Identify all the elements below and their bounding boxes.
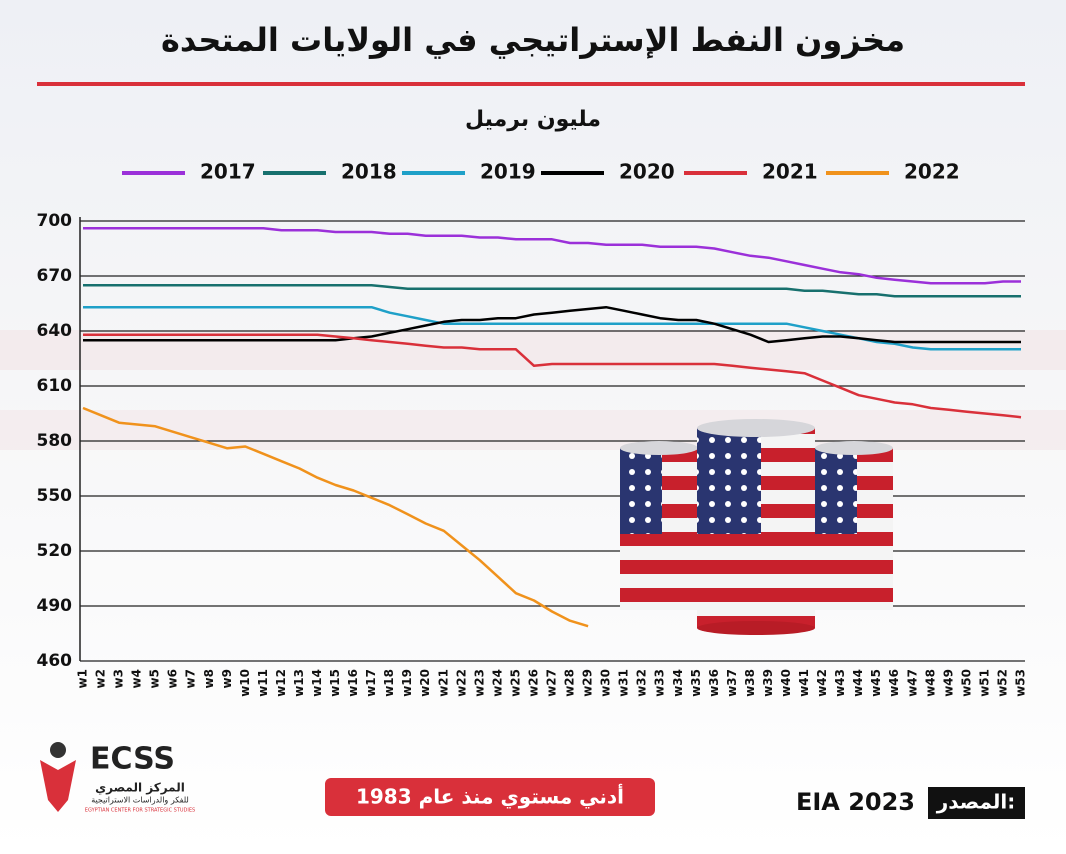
x-tick-label: w19 xyxy=(400,669,414,697)
x-tick-label: w45 xyxy=(869,669,883,697)
x-tick-label: w6 xyxy=(166,669,180,688)
source-label: المصدر: xyxy=(936,790,1016,814)
x-tick-label: w24 xyxy=(490,669,504,697)
annotation: أدني مستوي منذ عام 1983 xyxy=(356,783,624,810)
x-tick-label: w5 xyxy=(148,669,162,688)
x-tick-label: w3 xyxy=(112,669,126,688)
series-line xyxy=(83,305,1021,344)
y-tick-label: 610 xyxy=(37,376,73,396)
x-tick-label: w37 xyxy=(725,669,739,697)
chart-title: مخزون النفط الإستراتيجي في الولايات المت… xyxy=(161,21,905,59)
logo-arabic-sub: للفكر والدراسات الاستراتيجية xyxy=(91,796,189,805)
x-tick-label: w8 xyxy=(202,669,216,688)
x-tick-label: w15 xyxy=(328,669,342,697)
x-tick-label: w11 xyxy=(256,669,270,697)
x-tick-label: w27 xyxy=(545,669,559,697)
x-tick-label: w25 xyxy=(508,669,522,697)
x-tick-label: w12 xyxy=(274,669,288,697)
y-tick-label: 670 xyxy=(37,266,73,286)
x-tick-label: w52 xyxy=(995,669,1009,697)
logo: ECSS المركز المصري للفكر والدراسات الاست… xyxy=(40,742,195,814)
x-tick-label: w51 xyxy=(977,669,991,697)
legend-label: 2020 xyxy=(619,160,675,184)
x-tick-label: w29 xyxy=(581,669,595,697)
y-tick-label: 550 xyxy=(37,486,73,506)
y-tick-label: 640 xyxy=(37,321,73,341)
x-tick-label: w9 xyxy=(220,669,234,688)
x-tick-label: w4 xyxy=(130,669,144,688)
x-tick-label: w23 xyxy=(472,669,486,697)
x-tick-label: w43 xyxy=(833,669,847,697)
x-tick-label: w49 xyxy=(941,669,955,697)
x-tick-label: w40 xyxy=(779,669,793,697)
title-rule xyxy=(37,82,1025,86)
x-tick-label: w44 xyxy=(851,669,865,697)
x-tick-label: w36 xyxy=(707,669,721,697)
barrels xyxy=(620,419,893,635)
flag-stripe xyxy=(0,410,1066,450)
x-tick-label: w47 xyxy=(905,669,919,697)
x-tick-label: w50 xyxy=(959,669,973,697)
legend-label: 2019 xyxy=(480,160,536,184)
x-tick-label: w42 xyxy=(815,669,829,697)
x-tick-label: w22 xyxy=(454,669,468,697)
x-tick-label: w48 xyxy=(923,669,937,697)
x-tick-label: w16 xyxy=(346,669,360,697)
x-tick-label: w1 xyxy=(76,669,90,688)
barrel xyxy=(815,441,893,610)
series-line xyxy=(83,227,1021,285)
x-tick-label: w34 xyxy=(671,669,685,697)
series-line xyxy=(83,283,1021,298)
legend-label: 2021 xyxy=(762,160,818,184)
x-tick-label: w26 xyxy=(526,669,540,697)
x-tick-label: w7 xyxy=(184,669,198,688)
logo-arabic: المركز المصري xyxy=(95,781,185,795)
x-tick-label: w2 xyxy=(94,669,108,688)
legend-label: 2022 xyxy=(904,160,960,184)
legend-label: 2017 xyxy=(200,160,256,184)
logo-name: ECSS xyxy=(90,742,175,777)
legend-label: 2018 xyxy=(341,160,397,184)
x-tick-label: w20 xyxy=(418,669,432,697)
x-tick-label: w30 xyxy=(599,669,613,697)
y-tick-label: 490 xyxy=(37,596,73,616)
series-line xyxy=(82,406,589,628)
x-tick-label: w28 xyxy=(563,669,577,697)
x-tick-label: w41 xyxy=(797,669,811,697)
series-line xyxy=(83,333,1022,419)
x-tick-label: w39 xyxy=(761,669,775,697)
barrel xyxy=(697,419,815,635)
x-tick-label: w32 xyxy=(635,669,649,697)
y-tick-label: 520 xyxy=(37,541,73,561)
x-tick-label: w21 xyxy=(436,669,450,697)
source: EIA 2023 xyxy=(796,788,915,816)
x-tick-label: w38 xyxy=(743,669,757,697)
x-tick-label: w17 xyxy=(364,669,378,697)
y-tick-label: 700 xyxy=(37,211,73,231)
barrel xyxy=(620,441,698,610)
x-tick-label: w18 xyxy=(382,669,396,697)
x-tick-label: w31 xyxy=(617,669,631,697)
x-tick-label: w53 xyxy=(1014,669,1028,697)
source-label-box xyxy=(928,787,1025,819)
y-tick-label: 460 xyxy=(37,651,73,671)
x-tick-label: w14 xyxy=(310,669,324,697)
x-tick-label: w13 xyxy=(292,669,306,697)
annotation-box xyxy=(325,778,655,816)
subtitle: مليون برميل xyxy=(465,107,601,132)
x-tick-label: w35 xyxy=(689,669,703,697)
y-tick-label: 580 xyxy=(37,431,73,451)
logo-english: EGYPTIAN CENTER FOR STRATEGIC STUDIES xyxy=(85,808,195,814)
x-tick-label: w33 xyxy=(653,669,667,697)
x-tick-label: w10 xyxy=(238,669,252,697)
x-tick-label: w46 xyxy=(887,669,901,697)
